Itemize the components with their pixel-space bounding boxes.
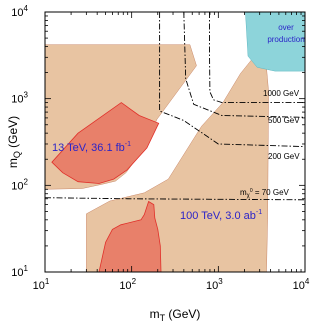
contour-label-200: 200 GeV bbox=[268, 152, 300, 161]
x-axis-label: mT (GeV) bbox=[150, 307, 201, 322]
reach-13tev-lower bbox=[98, 200, 162, 272]
contour-line-2 bbox=[159, 12, 305, 148]
contour-line-1 bbox=[183, 12, 305, 118]
tick-layer bbox=[44, 12, 305, 273]
contour-label-1000: 1000 GeV bbox=[263, 89, 300, 98]
x-tick-label-2: 103 bbox=[206, 277, 223, 292]
y-tick-label-1: 102 bbox=[11, 177, 28, 192]
reach-100tev-lower bbox=[86, 43, 269, 272]
y-tick-label-2: 103 bbox=[11, 91, 28, 106]
y-tick-label-3: 104 bbox=[11, 4, 28, 19]
y-tick-label-0: 101 bbox=[11, 264, 28, 279]
contour-layer bbox=[45, 12, 305, 201]
lumi-100tev-label: 100 TeV, 3.0 ab-1 bbox=[180, 209, 262, 222]
x-tick-label-0: 101 bbox=[33, 277, 50, 292]
reach-13tev-upper bbox=[51, 102, 160, 184]
overproduction-region bbox=[245, 12, 305, 72]
tick-label-layer: 101 102 103 104 101 102 103 104 bbox=[11, 4, 310, 292]
contour-line-0 bbox=[209, 12, 305, 104]
overproduction-label-line2: production bbox=[267, 35, 304, 44]
contour-label-500: 500 GeV bbox=[268, 116, 300, 125]
region-layer bbox=[45, 12, 305, 272]
neutralino-mass-label: mχ0 = 70 GeV bbox=[240, 188, 290, 199]
x-tick-label-3: 104 bbox=[293, 277, 310, 292]
contour-line-3 bbox=[45, 197, 305, 201]
lumi-13tev-label: 13 TeV, 36.1 fb-1 bbox=[52, 141, 131, 154]
x-tick-label-1: 102 bbox=[119, 277, 136, 292]
plot-frame bbox=[44, 11, 306, 273]
y-axis-label: mQ (GeV) bbox=[6, 116, 22, 168]
overproduction-label-line1: over bbox=[278, 23, 294, 32]
